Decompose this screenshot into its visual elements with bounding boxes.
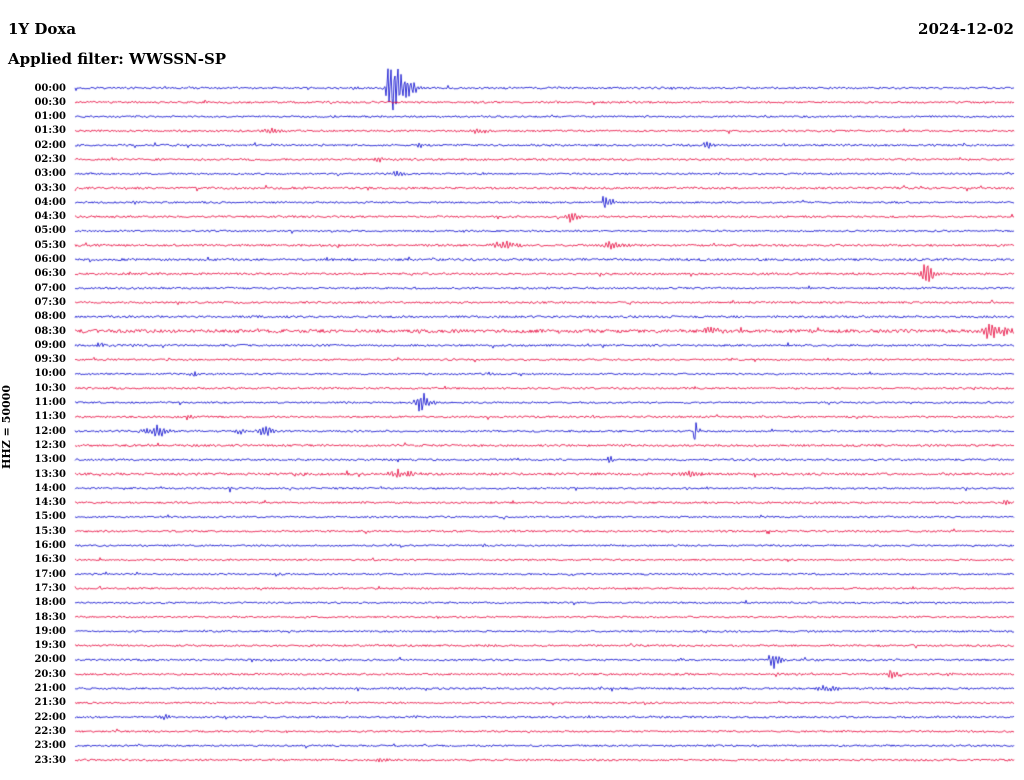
trace-time-label: 17:30 xyxy=(34,582,66,594)
trace-time-label: 23:30 xyxy=(34,754,66,766)
trace-time-label: 17:00 xyxy=(34,568,66,580)
trace-time-label: 12:30 xyxy=(34,439,66,451)
date-label: 2024-12-02 xyxy=(918,20,1014,38)
trace-time-label: 07:30 xyxy=(34,296,66,308)
trace-time-label: 18:00 xyxy=(34,597,66,609)
trace-time-label: 08:00 xyxy=(34,311,66,323)
trace-time-label: 21:30 xyxy=(34,697,66,709)
trace-time-label: 09:00 xyxy=(34,339,66,351)
station-title: 1Y Doxa xyxy=(8,20,77,38)
trace-time-label: 18:30 xyxy=(34,611,66,623)
trace-time-label: 22:00 xyxy=(34,711,66,723)
trace-time-label: 05:30 xyxy=(34,239,66,251)
trace-time-label: 12:00 xyxy=(34,425,66,437)
trace-time-label: 03:30 xyxy=(34,182,66,194)
trace-time-label: 04:30 xyxy=(34,211,66,223)
trace-time-label: 22:30 xyxy=(34,725,66,737)
trace-time-label: 20:00 xyxy=(34,654,66,666)
trace-time-label: 02:00 xyxy=(34,139,66,151)
trace-time-label: 06:00 xyxy=(34,254,66,266)
trace-time-label: 20:30 xyxy=(34,668,66,680)
trace-time-label: 16:00 xyxy=(34,540,66,552)
trace-time-label: 05:00 xyxy=(34,225,66,237)
trace-time-label: 03:00 xyxy=(34,168,66,180)
trace-time-label: 19:30 xyxy=(34,640,66,652)
trace-time-label: 19:00 xyxy=(34,625,66,637)
trace-time-label: 11:00 xyxy=(34,397,66,409)
trace-time-label: 13:30 xyxy=(34,468,66,480)
trace-time-label: 10:30 xyxy=(34,382,66,394)
trace-time-label: 11:30 xyxy=(34,411,66,423)
trace-time-label: 21:00 xyxy=(34,683,66,694)
trace-time-label: 14:00 xyxy=(34,482,66,494)
trace-time-label: 02:30 xyxy=(34,153,66,165)
trace-time-label: 00:30 xyxy=(34,96,66,108)
trace-time-label: 16:30 xyxy=(34,554,66,566)
trace-time-label: 15:00 xyxy=(34,511,66,523)
trace-time-label: 14:30 xyxy=(34,497,66,509)
trace-time-label: 10:00 xyxy=(34,368,66,380)
applied-filter-label: Applied filter: WWSSN-SP xyxy=(8,50,227,68)
trace-time-label: 01:00 xyxy=(34,111,66,123)
trace-time-label: 06:30 xyxy=(34,268,66,280)
trace-time-label: 08:30 xyxy=(34,325,66,337)
trace-time-label: 13:00 xyxy=(34,454,66,466)
trace-time-label: 09:30 xyxy=(34,354,66,366)
trace-time-label: 00:00 xyxy=(34,82,66,94)
trace-time-label: 04:00 xyxy=(34,196,66,208)
trace-time-label: 15:30 xyxy=(34,525,66,537)
trace-time-label: 23:00 xyxy=(34,740,66,752)
trace-time-label: 07:00 xyxy=(34,282,66,294)
trace-time-label: 01:30 xyxy=(34,125,66,137)
